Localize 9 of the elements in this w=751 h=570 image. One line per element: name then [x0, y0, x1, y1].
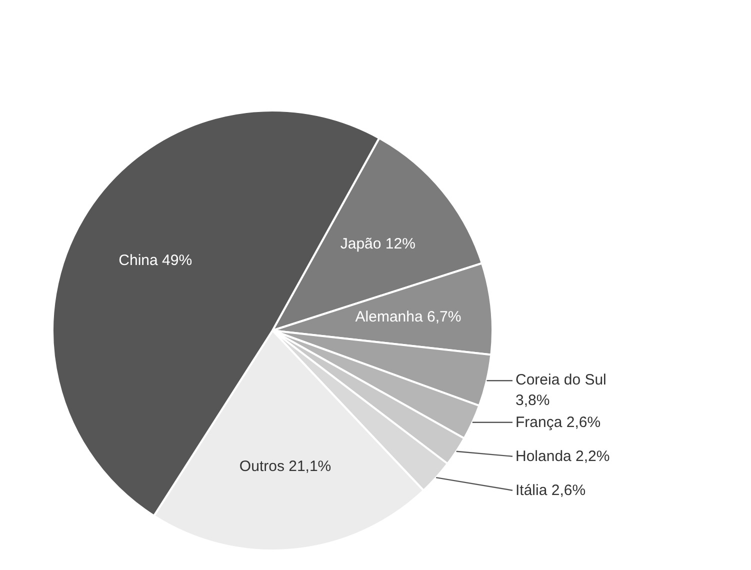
slice-label: Japão 12%: [340, 235, 416, 252]
slice-label: China 49%: [118, 252, 192, 270]
data-label: 3,8%: [516, 392, 550, 409]
slice-label: Itália 2,6%: [516, 482, 586, 499]
slice-label: Alemanha 6,7%: [355, 308, 462, 326]
slice-label: Coreia do Sul: [516, 372, 606, 389]
slice-label: França 2,6%: [516, 414, 601, 431]
slice-label: Outros 21,1%: [239, 458, 332, 475]
slice-label: Holanda 2,2%: [516, 448, 610, 465]
